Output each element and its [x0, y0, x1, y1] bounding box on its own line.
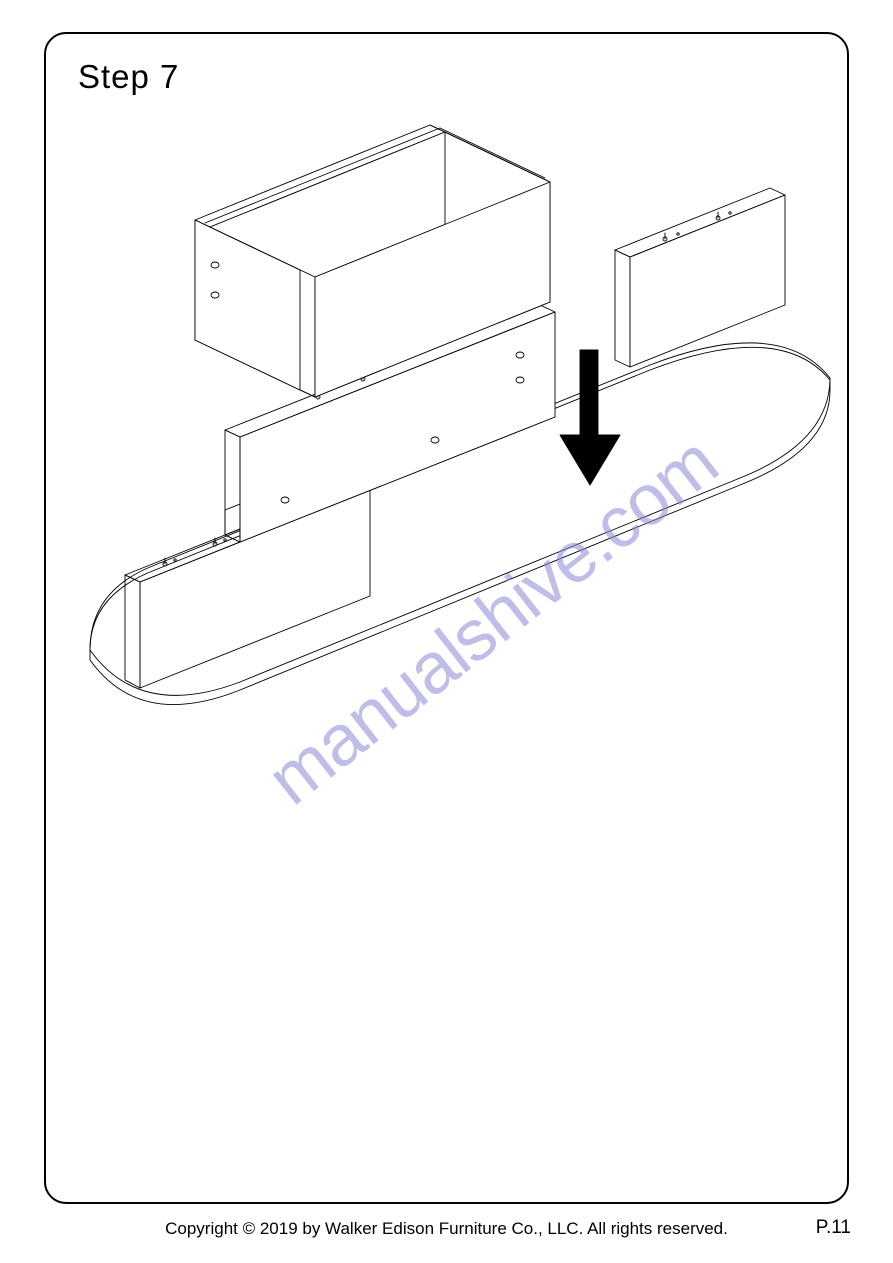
assembly-diagram	[60, 120, 840, 760]
copyright-text: Copyright © 2019 by Walker Edison Furnit…	[0, 1219, 893, 1239]
assembly-line-drawing	[60, 120, 840, 760]
step-title: Step 7	[78, 58, 179, 96]
page-number: P.11	[816, 1217, 851, 1239]
